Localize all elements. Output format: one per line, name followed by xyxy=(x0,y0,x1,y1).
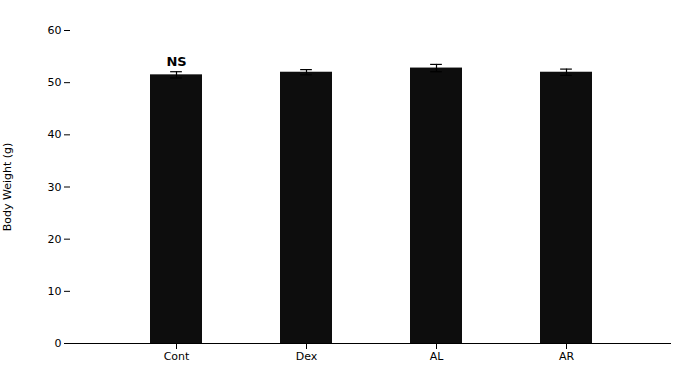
svg-text:40: 40 xyxy=(48,128,62,141)
svg-text:AR: AR xyxy=(559,350,575,363)
svg-text:10: 10 xyxy=(48,285,62,298)
svg-text:30: 30 xyxy=(48,181,62,194)
svg-text:Cont: Cont xyxy=(164,350,190,363)
svg-text:50: 50 xyxy=(48,76,62,89)
svg-text:20: 20 xyxy=(48,233,62,246)
svg-text:60: 60 xyxy=(48,24,62,37)
svg-text:Body Weight (g): Body Weight (g) xyxy=(1,143,14,232)
svg-text:Dex: Dex xyxy=(296,350,318,363)
svg-text:NS: NS xyxy=(166,54,186,69)
svg-text:0: 0 xyxy=(55,337,62,350)
svg-text:AL: AL xyxy=(430,350,445,363)
